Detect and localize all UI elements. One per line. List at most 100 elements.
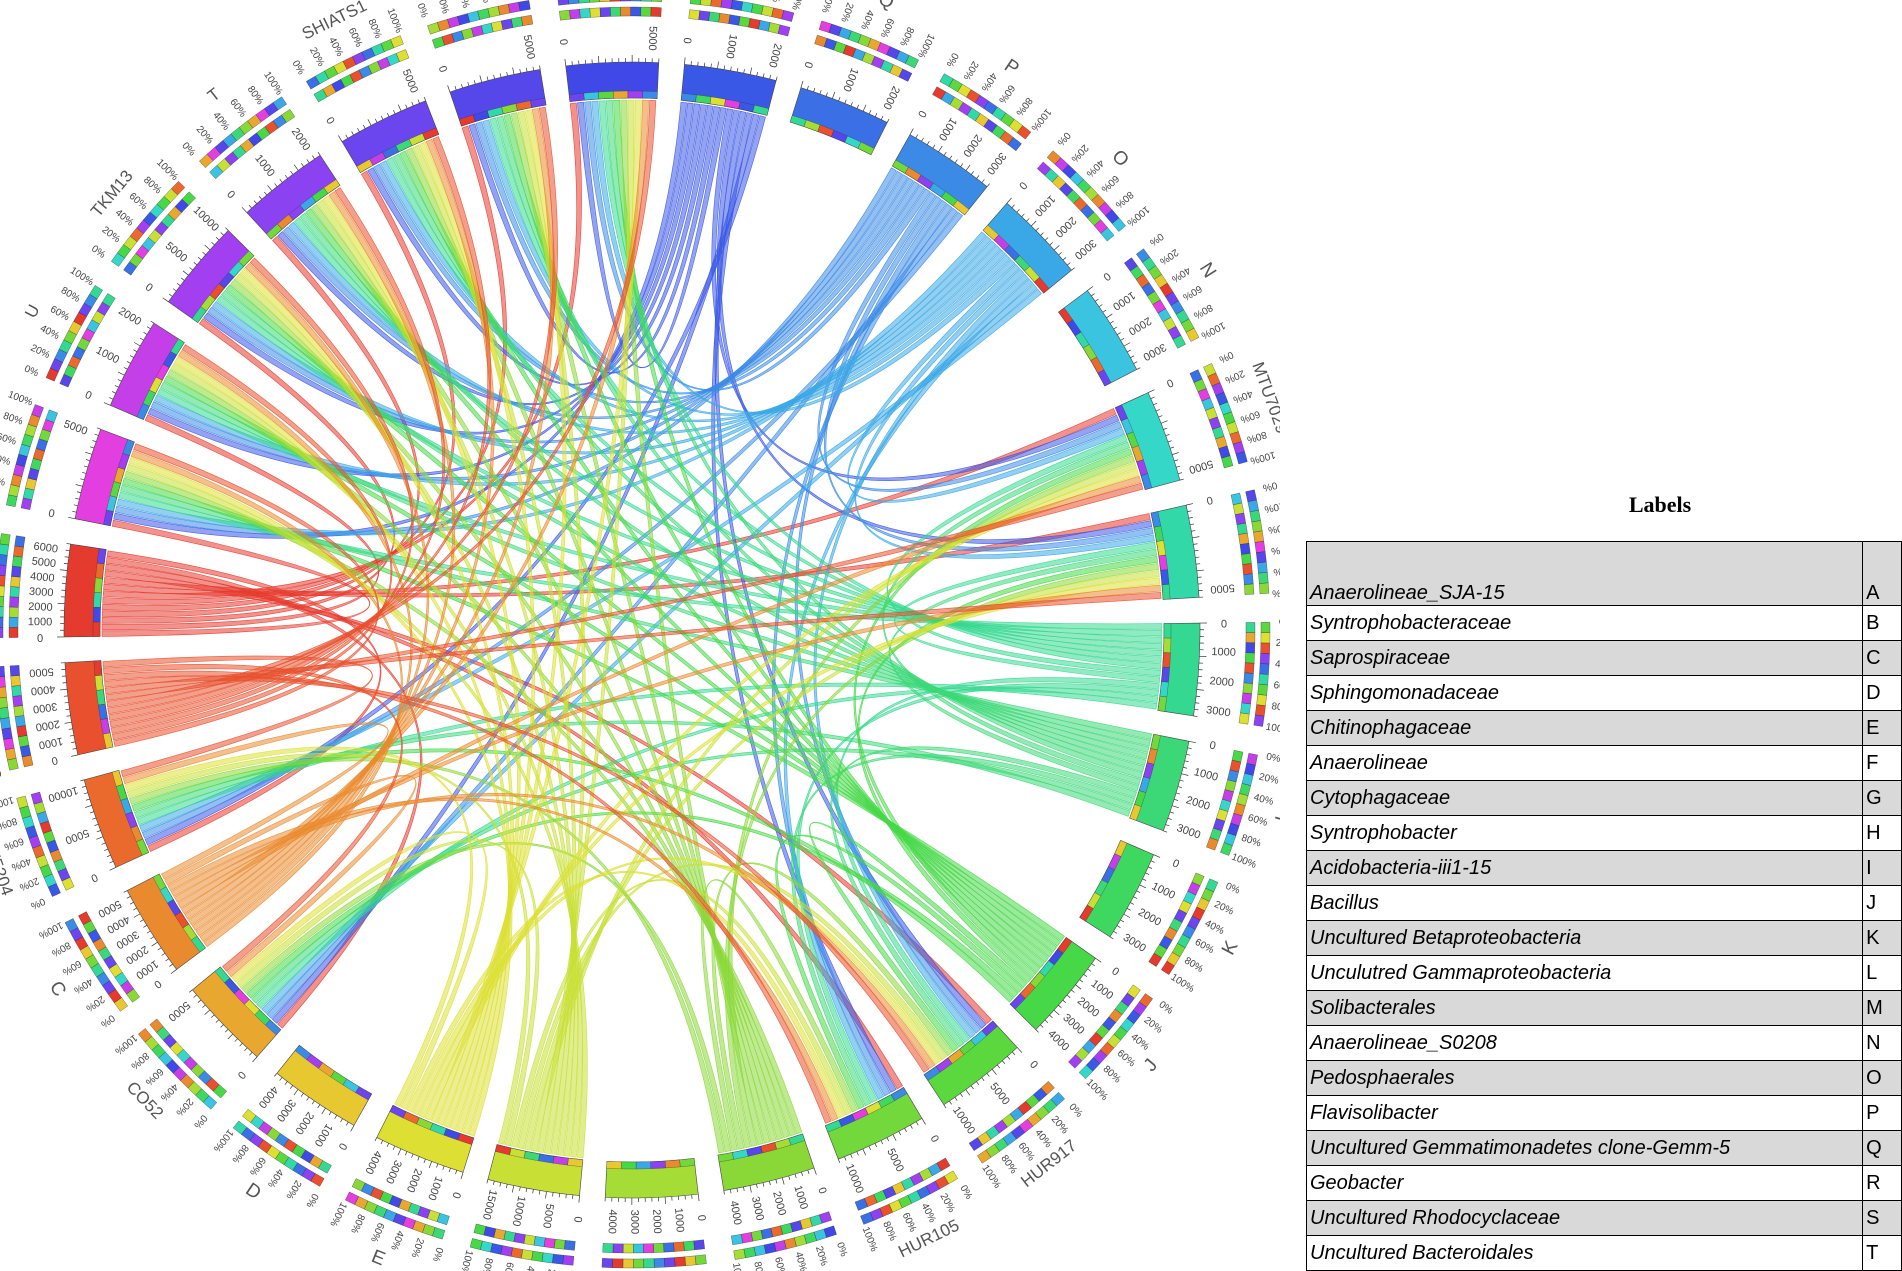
- percent-bar-cell: [1245, 642, 1256, 654]
- percent-tick-label: 100%: [1028, 106, 1053, 133]
- scale-tick: [1187, 510, 1192, 512]
- percent-bar-cell: [1239, 543, 1251, 555]
- scale-tick-label: 2000: [1126, 314, 1153, 337]
- scale-tick: [710, 63, 712, 68]
- scale-tick-label: 5000: [62, 418, 89, 438]
- percent-bar-cell: [1257, 561, 1268, 574]
- scale-tick: [215, 237, 220, 241]
- percent-bar-cell: [1172, 335, 1186, 349]
- scale-tick: [193, 994, 197, 998]
- scale-tick: [386, 112, 390, 117]
- percent-tick-label: 20%: [838, 1, 855, 24]
- percent-bar-cell: [1255, 704, 1266, 717]
- legend-taxon-code: E: [1862, 710, 1902, 746]
- scale-tick: [1062, 257, 1067, 261]
- percent-bar-cell: [599, 0, 611, 2]
- percent-bar-cell: [1111, 217, 1126, 232]
- percent-bar-cell: [1230, 492, 1243, 506]
- legend-taxon-name: Anaerolineae_SJA-15: [1305, 541, 1864, 606]
- scale-tick-label: 1000: [312, 1121, 335, 1148]
- percent-bar-cell: [0, 543, 9, 556]
- scale-tick: [197, 256, 202, 261]
- scale-tick-label: 1000: [425, 1175, 444, 1202]
- percent-tick-label: 40%: [326, 36, 345, 59]
- percent-bar-cell: [753, 1244, 767, 1257]
- scale-tick-label: 1000: [672, 1207, 686, 1232]
- scale-tick: [1071, 267, 1075, 271]
- scale-tick-label: 1000: [1193, 766, 1220, 784]
- percent-tick-label: 0%: [98, 1012, 116, 1030]
- scale-tick: [454, 85, 457, 90]
- scale-tick: [189, 267, 193, 271]
- percent-tick-label: 100%: [112, 1032, 139, 1057]
- scale-tick: [211, 1014, 215, 1018]
- percent-tick-label: 60%: [127, 191, 149, 212]
- scale-tick: [1016, 209, 1020, 213]
- scale-tick: [1177, 472, 1183, 475]
- scale-tick-label: 4000: [362, 1149, 384, 1176]
- scale-tick: [904, 1128, 907, 1132]
- scale-tick: [1075, 984, 1082, 990]
- percent-tick-label: 100%: [385, 7, 405, 35]
- scale-tick: [65, 708, 70, 710]
- circos-diagram: 01000200030004000500060000%20%40%60%80%1…: [0, 0, 1280, 1271]
- percent-tick-label: 40%: [0, 452, 12, 468]
- percent-bar-cell: [390, 35, 404, 48]
- scale-tick: [749, 67, 753, 75]
- scale-tick-label: 2000: [28, 601, 53, 614]
- ribbon: [475, 121, 926, 395]
- percent-tick-label: 60%: [996, 82, 1017, 105]
- scale-tick-label: 5000: [166, 999, 192, 1024]
- percent-bar-cell: [0, 575, 6, 587]
- scale-tick-label: 3000: [1141, 341, 1168, 363]
- scale-tick: [104, 848, 109, 851]
- scale-tick: [743, 69, 745, 74]
- scale-tick: [1167, 440, 1172, 443]
- scale-tick: [1109, 320, 1114, 324]
- legend-row: Acidobacteria-iii1-15 I: [1305, 850, 1902, 886]
- scale-tick: [525, 1188, 528, 1193]
- scale-tick: [717, 61, 719, 69]
- scale-tick: [363, 124, 366, 129]
- scale-tick: [539, 65, 541, 70]
- percent-bar-cell: [9, 586, 20, 598]
- scale-tick: [921, 1118, 926, 1125]
- scale-tick: [1184, 760, 1189, 763]
- percent-tick-label: 40%: [858, 8, 875, 31]
- ribbon: [106, 99, 657, 708]
- scale-tick-label: 0: [143, 281, 155, 294]
- scale-tick: [954, 1097, 958, 1101]
- ribbon: [167, 797, 839, 1122]
- scale-tick: [1176, 792, 1181, 795]
- scale-tick: [949, 1100, 952, 1105]
- percent-bar-cell: [579, 8, 591, 19]
- scale-tick: [1165, 434, 1170, 437]
- scale-tick: [762, 73, 765, 78]
- composition-cell: [598, 91, 614, 100]
- scale-tick: [133, 349, 138, 352]
- scale-tick: [723, 1190, 725, 1195]
- percent-tick-label: 80%: [1101, 1064, 1123, 1086]
- percent-bar-cell: [1247, 499, 1259, 513]
- scale-tick: [1083, 974, 1088, 978]
- percent-tick-label: 80%: [348, 1212, 366, 1235]
- percent-bar-cell: [1243, 573, 1254, 585]
- percent-bar-cell: [733, 1248, 746, 1260]
- ribbon: [180, 99, 649, 915]
- scale-tick: [921, 137, 924, 142]
- scale-tick: [1012, 1051, 1016, 1056]
- scale-tick: [703, 62, 706, 67]
- percent-tick-label: 0%: [1217, 349, 1235, 365]
- legend-row: Saprospiraceae C: [1305, 640, 1902, 676]
- scale-tick: [123, 367, 128, 370]
- scale-tick: [862, 104, 867, 112]
- scale-tick-label: 2000: [1052, 214, 1078, 239]
- scale-tick: [224, 1029, 229, 1033]
- percent-bar-cell: [0, 596, 5, 607]
- percent-bar-cell: [718, 13, 731, 24]
- percent-bar-cell: [688, 9, 700, 20]
- scale-tick: [506, 71, 508, 76]
- scale-tick: [460, 1172, 464, 1180]
- legend-taxon-code: P: [1862, 1095, 1902, 1131]
- legend-row: Uncultured Betaproteobacteria K: [1305, 920, 1902, 956]
